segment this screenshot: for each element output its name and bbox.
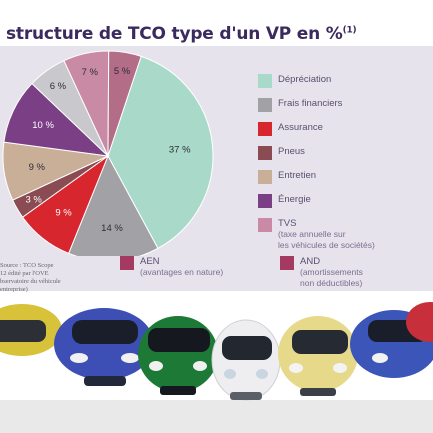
legend-item: TVS (taxe annuelle sur les véhicules de so… [258,218,375,251]
legend-text: AEN (avantages en nature) [140,256,223,278]
car-green [138,316,218,395]
chart-title: structure de TCO type d'un VP en %(1) [6,24,357,44]
pie-slice-label: 14 % [101,223,123,234]
source-line: bservatoire du véhicule [0,278,61,285]
legend-label: Entretien [278,170,317,181]
source-note: Source : TCO Scope 12 édité par l'OVE bs… [0,262,61,294]
pie-slice-label: 9 % [55,208,72,219]
legend-item: Dépréciation [258,74,331,88]
pie-slice-label: 7 % [82,67,99,78]
legend-swatch [258,194,272,208]
car-red-right [406,302,433,342]
legend-text: AND (amortissements non déductibles) [300,256,363,289]
legend-swatch [258,74,272,88]
legend-swatch [258,170,272,184]
legend-label: Pneus [278,146,305,157]
legend-label: Énergie [278,194,311,205]
legend-sublabel: non déductibles) [300,278,363,288]
legend-sublabel: (amortissements [300,267,363,277]
legend-label: AEN [140,256,160,267]
title-footnote-mark: (1) [342,25,357,36]
legend-label: Frais financiers [278,98,343,109]
legend-label: AND [300,256,321,267]
legend-text: Énergie [278,194,311,205]
legend-swatch [258,98,272,112]
cars-photo [0,292,433,433]
pie-slice-label: 37 % [169,145,191,156]
legend-swatch [120,256,134,270]
legend-text: Entretien [278,170,316,181]
legend-item: Frais financiers [258,98,342,112]
legend-sublabel: (avantages en nature) [140,267,224,277]
legend-text: Dépréciation [278,74,331,85]
legend-item: Énergie [258,194,311,208]
legend-swatch [258,218,272,232]
legend-text: Frais financiers [278,98,342,109]
source-line: Source : TCO Scope [0,262,54,269]
legend-item: Pneus [258,146,305,160]
pie-chart: 37 % 14 % 9 % 3 % 9 % 10 % 6 % 7 % 5 % [2,50,214,256]
pie-slice-label: 9 % [29,162,46,173]
legend-label: Dépréciation [278,74,332,85]
pie-slice [68,154,159,256]
legend-item: AND (amortissements non déductibles) [280,256,363,289]
pie-slice [107,55,214,250]
legend-label: TVS [278,218,297,229]
legend-text: Pneus [278,146,305,157]
legend-text: Assurance [278,122,323,133]
pie-slice-label: 3 % [26,194,43,205]
pie-slice-label: 5 % [114,66,131,77]
source-line: 12 édité par l'OVE [0,270,49,277]
legend-item: AEN (avantages en nature) [120,256,223,278]
legend-item: Entretien [258,170,316,184]
legend-sublabel: les véhicules de sociétés) [278,240,375,250]
car-white [211,319,281,401]
legend-sublabel: (taxe annuelle sur [278,229,346,239]
legend-swatch [258,122,272,136]
pie-slice-label: 10 % [32,120,54,131]
legend-swatch [258,146,272,160]
car-yellow-left [0,304,62,356]
legend-label: Assurance [278,122,323,133]
pie-slice-label: 6 % [50,81,67,92]
car-blue [54,308,154,386]
source-line: entreprise) [0,286,28,293]
pie-slice [107,50,142,157]
legend-text: TVS (taxe annuelle sur les véhicules de so… [278,218,375,251]
legend-swatch [280,256,294,270]
car-beige [278,316,358,396]
chart-title-text: structure de TCO type d'un VP en % [6,24,343,44]
legend-item: Assurance [258,122,323,136]
